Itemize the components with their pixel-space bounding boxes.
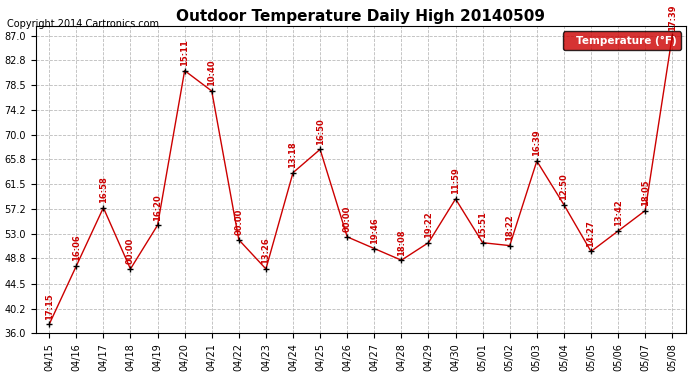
Text: 16:58: 16:58 [99, 176, 108, 203]
Text: 19:22: 19:22 [424, 211, 433, 238]
Text: 13:18: 13:18 [288, 141, 297, 168]
Text: 15:51: 15:51 [478, 211, 487, 238]
Text: 16:39: 16:39 [532, 130, 542, 156]
Text: 16:06: 16:06 [72, 235, 81, 261]
Text: 14:27: 14:27 [586, 220, 595, 247]
Text: Copyright 2014 Cartronics.com: Copyright 2014 Cartronics.com [7, 19, 159, 29]
Text: 13:42: 13:42 [613, 200, 622, 226]
Legend: Temperature (°F): Temperature (°F) [563, 32, 680, 50]
Text: 17:15: 17:15 [45, 293, 54, 320]
Text: 19:46: 19:46 [370, 217, 379, 244]
Text: 13:26: 13:26 [262, 237, 270, 264]
Text: 11:59: 11:59 [451, 168, 460, 194]
Text: 00:00: 00:00 [235, 209, 244, 235]
Text: 16:50: 16:50 [315, 118, 324, 145]
Text: 00:00: 00:00 [343, 206, 352, 232]
Text: 18:22: 18:22 [505, 214, 514, 241]
Text: 15:11: 15:11 [180, 39, 189, 66]
Text: 18:05: 18:05 [641, 179, 650, 206]
Text: 17:39: 17:39 [668, 4, 677, 31]
Text: 10:40: 10:40 [207, 60, 216, 86]
Text: 18:08: 18:08 [397, 229, 406, 255]
Text: 16:20: 16:20 [153, 194, 162, 220]
Text: 12:50: 12:50 [560, 173, 569, 200]
Text: 00:00: 00:00 [126, 238, 135, 264]
Title: Outdoor Temperature Daily High 20140509: Outdoor Temperature Daily High 20140509 [176, 9, 545, 24]
